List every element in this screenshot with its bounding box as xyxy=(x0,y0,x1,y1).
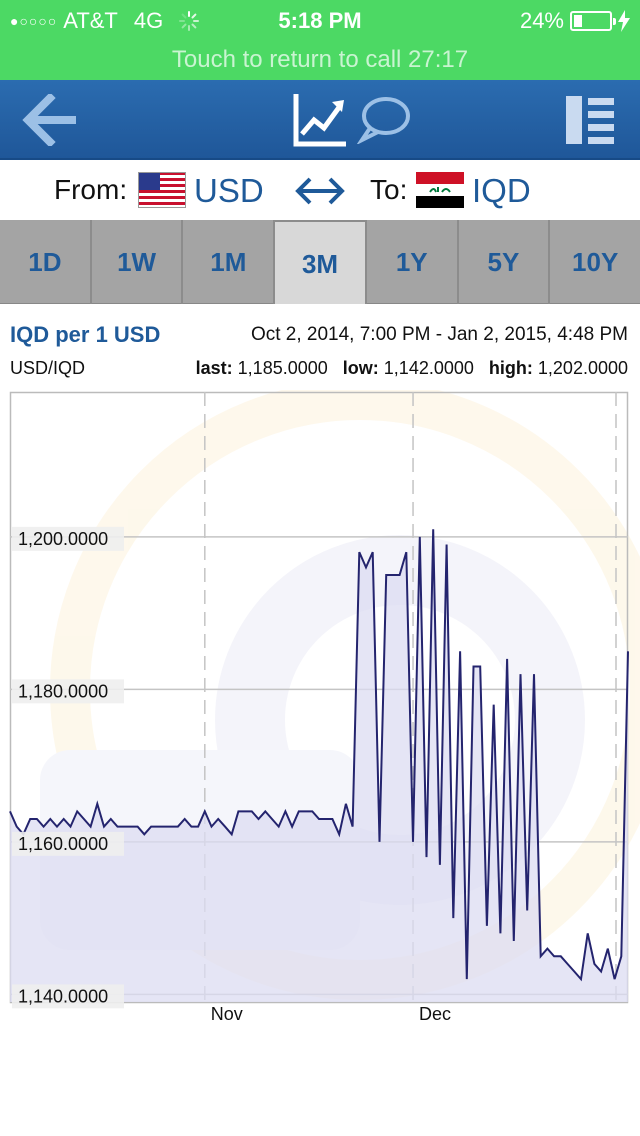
x-tick-label: Dec xyxy=(419,1004,451,1024)
y-tick-label-bg xyxy=(12,984,124,1009)
chart-header: IQD per 1 USD Oct 2, 2014, 7:00 PM - Jan… xyxy=(0,316,640,386)
low-label: low: xyxy=(342,358,379,378)
range-tabs: 1D 1W 1M 3M 1Y 5Y 10Y xyxy=(0,220,640,304)
iraq-flag-icon[interactable] xyxy=(416,172,464,208)
tab-1d[interactable]: 1D xyxy=(0,220,92,304)
from-currency[interactable]: USD xyxy=(194,172,264,209)
y-tick-label: 1,160.0000 xyxy=(18,834,108,854)
charging-bolt-icon xyxy=(618,10,630,32)
battery-fill xyxy=(574,15,583,27)
back-arrow-icon[interactable] xyxy=(22,94,78,146)
to-currency[interactable]: IQD xyxy=(472,172,531,209)
tab-5y[interactable]: 5Y xyxy=(459,220,551,304)
activity-spinner-icon xyxy=(179,11,200,31)
battery-nub xyxy=(613,18,616,25)
y-tick-label: 1,200.0000 xyxy=(18,529,108,549)
price-stats: last: 1,185.0000 low: 1,142.0000 high: 1… xyxy=(196,358,628,379)
to-label: To: xyxy=(370,174,408,205)
x-tick-label: Nov xyxy=(211,1004,243,1024)
date-range: Oct 2, 2014, 7:00 PM - Jan 2, 2015, 4:48… xyxy=(250,324,628,345)
tab-3m[interactable]: 3M xyxy=(275,220,367,304)
currency-pair: USD/IQD xyxy=(10,358,86,378)
swap-arrows-icon[interactable] xyxy=(294,174,346,208)
chart-icon[interactable] xyxy=(292,92,348,148)
high-label: high: xyxy=(488,358,533,378)
y-tick-label-bg xyxy=(12,831,124,856)
menu-list-icon[interactable] xyxy=(564,94,616,146)
x-axis-tick-labels: Nov Dec xyxy=(211,1004,451,1024)
y-axis-tick-labels: 1,140.0000 1,160.0000 1,180.0000 1,200.0000 xyxy=(12,526,124,1009)
carrier-name: AT&T xyxy=(63,8,118,33)
y-tick-label: 1,180.0000 xyxy=(18,681,108,701)
status-right: 24% xyxy=(520,8,630,34)
last-value: 1,185.0000 xyxy=(237,358,328,378)
tab-10y[interactable]: 10Y xyxy=(572,247,619,277)
exchange-rate-chart[interactable]: 1,140.0000 1,160.0000 1,180.0000 1,200.0000… xyxy=(0,390,640,1030)
status-bar: ●○○○○ AT&T 4G 5:18 PM 24% xyxy=(0,0,640,40)
low-value: 1,142.0000 xyxy=(383,358,474,378)
currency-converter-row: From: USD To: IQD xyxy=(0,160,640,220)
tab-1y[interactable]: 1Y xyxy=(367,220,459,304)
chat-bubble-icon[interactable] xyxy=(356,94,412,144)
y-tick-label-bg xyxy=(12,526,124,551)
series-area-fill xyxy=(10,529,628,1002)
high-value: 1,202.0000 xyxy=(537,358,628,378)
tab-1w[interactable]: 1W xyxy=(92,220,184,304)
chart-title: IQD per 1 USD xyxy=(10,322,161,347)
nav-bar xyxy=(0,80,640,160)
return-to-call-bar[interactable]: Touch to return to call 27:17 xyxy=(0,40,640,80)
last-label: last: xyxy=(195,358,233,378)
signal-dots-icon: ●○○○○ xyxy=(10,13,58,29)
network-type: 4G xyxy=(133,8,164,33)
us-flag-icon[interactable] xyxy=(138,172,186,208)
y-tick-label-bg xyxy=(12,679,124,704)
tab-1m[interactable]: 1M xyxy=(183,220,276,304)
battery-percent: 24% xyxy=(519,8,564,33)
from-label: From: xyxy=(54,174,128,205)
status-time: 5:18 PM xyxy=(278,8,362,33)
y-tick-label: 1,140.0000 xyxy=(18,986,108,1006)
status-left: ●○○○○ AT&T 4G xyxy=(10,8,201,34)
battery-icon xyxy=(570,11,616,31)
series-line xyxy=(9,529,629,982)
